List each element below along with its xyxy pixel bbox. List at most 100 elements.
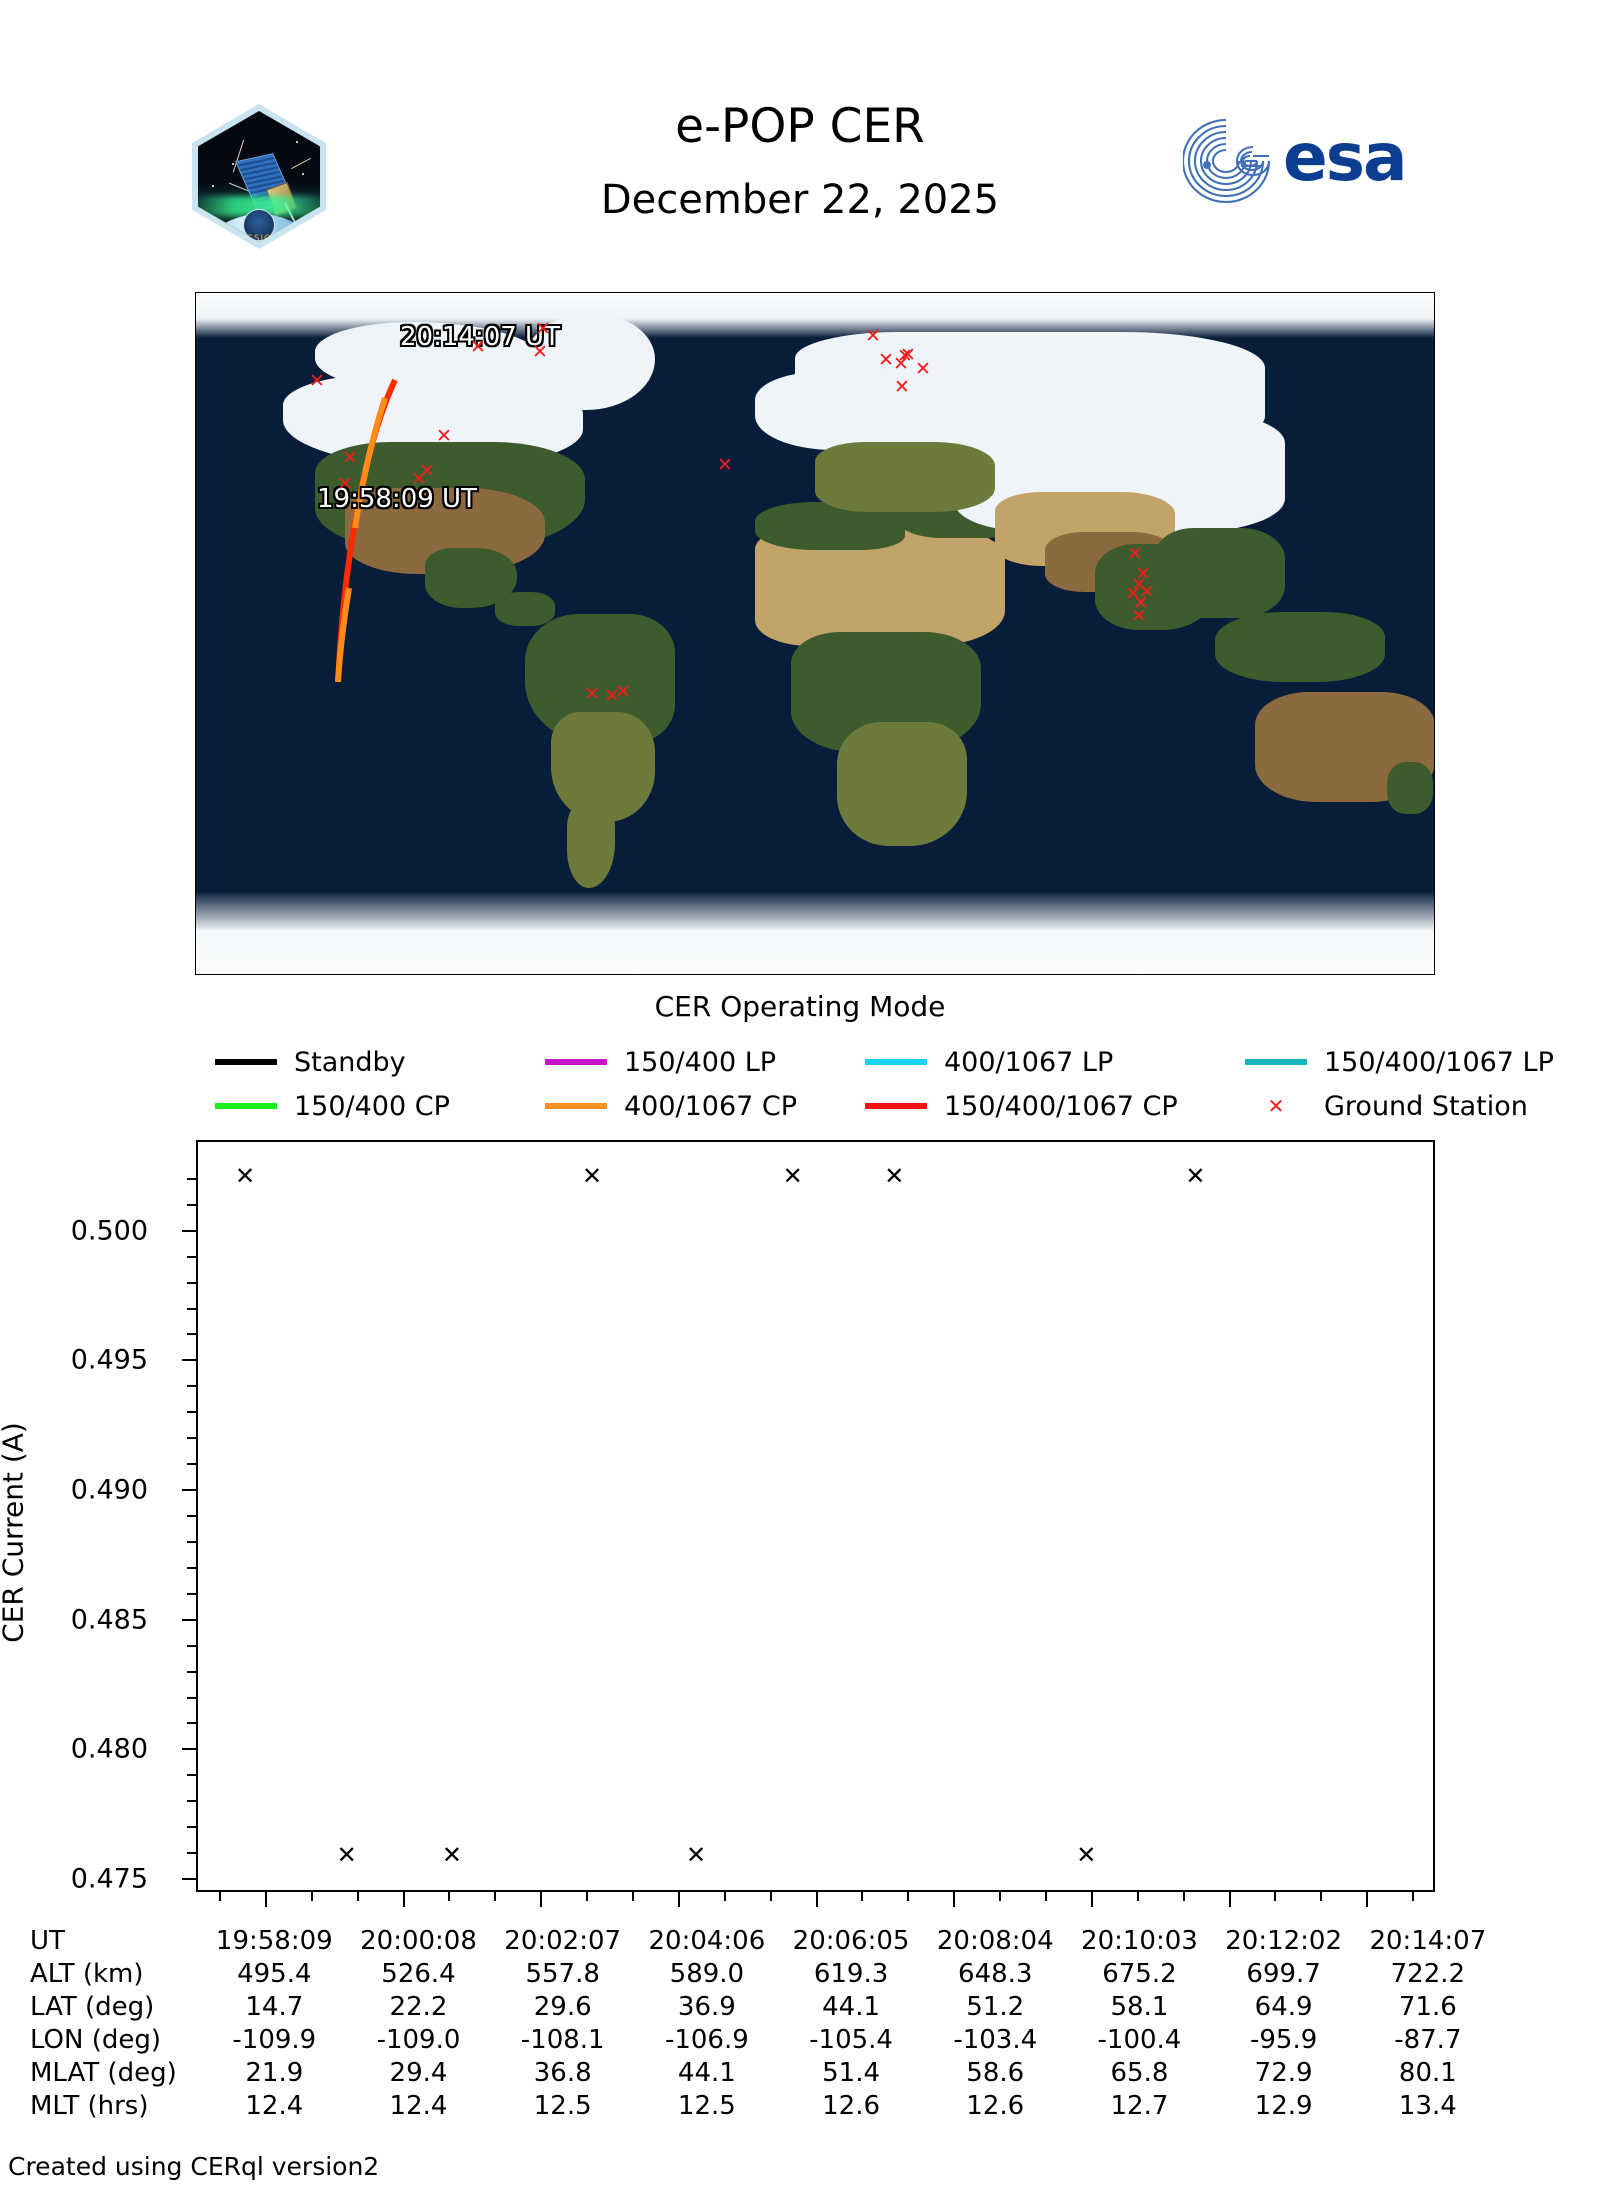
ground-station-marker: ✕: [1131, 574, 1147, 596]
legend-label: Standby: [294, 1046, 406, 1078]
antarctic-ice: [195, 891, 1435, 975]
table-row: LAT (deg) 14.7 22.2 29.6 36.9 44.1 51.2 58.1 64.…: [30, 1991, 1500, 2024]
legend-item[interactable]: 150/400/1067 LP: [1245, 1047, 1554, 1078]
track-end-time-label: 20:14:07 UT: [400, 322, 560, 352]
table-cell: 44.1: [822, 1992, 880, 2022]
page-date-subtitle: December 22, 2025: [600, 177, 1000, 223]
legend-color-swatch: [215, 1059, 277, 1065]
y-axis-minor-tick: [187, 1696, 196, 1699]
ground-station-marker: ✕: [894, 376, 910, 398]
legend-label: 400/1067 CP: [624, 1090, 798, 1122]
land-scandinavia: [755, 372, 935, 450]
table-cell: 648.3: [958, 1959, 1033, 1989]
legend-item[interactable]: 150/400 LP: [545, 1047, 865, 1078]
data-point-marker: ✕: [782, 1161, 803, 1190]
legend-color-swatch: [1245, 1059, 1307, 1065]
y-axis-major-tick: [182, 1229, 196, 1232]
legend-item[interactable]: 150/400/1067 CP: [865, 1091, 1245, 1122]
ground-station-marker: ✕: [342, 447, 358, 469]
table-cell: -100.4: [1097, 2025, 1182, 2055]
table-cell: 20:00:08: [360, 1926, 477, 1956]
table-cell: -108.1: [520, 2025, 605, 2055]
y-axis-minor-tick: [187, 1670, 196, 1673]
y-axis-major-tick: [182, 1359, 196, 1362]
ground-station-marker: ✕: [436, 425, 452, 447]
legend-item[interactable]: ✕ Ground Station: [1245, 1091, 1528, 1122]
page-title: e-POP CER: [675, 99, 925, 154]
table-cell: 722.2: [1390, 1959, 1466, 1989]
y-axis-minor-tick: [187, 1203, 196, 1206]
plot-data-area: ✕ ✕ ✕ ✕ ✕ ✕ ✕ ✕ ✕: [198, 1142, 1433, 1890]
y-axis-minor-tick: [187, 1333, 196, 1336]
table-cell: -95.9: [1249, 2025, 1318, 2055]
table-cell: -105.4: [809, 2025, 893, 2055]
ground-station-marker: ✕: [419, 460, 435, 482]
x-axis-minor-tick: [1274, 1892, 1277, 1901]
x-axis-minor-tick: [218, 1892, 221, 1901]
land-europe: [815, 442, 995, 512]
y-axis-minor-tick: [187, 1826, 196, 1829]
table-row: MLAT (deg) 21.9 29.4 36.8 44.1 51.4 58.6 65.8 72…: [30, 2057, 1500, 2090]
legend-item[interactable]: 150/400 CP: [215, 1091, 545, 1122]
table-cell: 20:10:03: [1081, 1926, 1198, 1956]
y-axis-minor-tick: [187, 1177, 196, 1180]
y-axis-minor-tick: [187, 1437, 196, 1440]
cer-mode-legend: Standby 150/400 LP 400/1067 LP 150/400/1067…: [215, 1040, 1554, 1128]
y-axis-major-tick: [182, 1489, 196, 1492]
data-point-marker: ✕: [1185, 1161, 1206, 1190]
cassiope-mission-patch-logo: CASSIOPE: [192, 104, 326, 249]
table-cell: 29.4: [389, 2058, 448, 2088]
x-axis-minor-tick: [769, 1892, 772, 1901]
table-row-label: MLAT (deg): [30, 2058, 177, 2088]
y-axis-minor-tick: [187, 1722, 196, 1725]
land-patagonia: [567, 804, 615, 888]
patch-caption: CASSIOPE: [232, 234, 286, 242]
ground-station-marker: ✕: [604, 685, 620, 707]
table-cell: 51.4: [822, 2058, 880, 2088]
table-cell: -109.0: [376, 2025, 461, 2055]
x-axis-minor-tick: [494, 1892, 497, 1901]
ground-station-marker: ✕: [532, 341, 548, 363]
table-cell: 12.4: [389, 2091, 448, 2121]
x-axis-minor-tick: [723, 1892, 726, 1901]
ground-station-marker: ✕: [470, 336, 486, 358]
y-axis-minor-tick: [187, 1592, 196, 1595]
x-axis-minor-tick: [907, 1892, 910, 1901]
land-new-zealand: [1387, 762, 1433, 814]
table-cell: 51.2: [966, 1992, 1025, 2022]
legend-item[interactable]: 400/1067 LP: [865, 1047, 1245, 1078]
land-southern-africa: [837, 722, 967, 846]
table-cell: 65.8: [1110, 2058, 1169, 2088]
table-cell: 589.0: [669, 1959, 745, 1989]
y-axis-tick-label: 0.485: [70, 1604, 148, 1636]
ephemeris-table: UT 19:58:09 20:00:08 20:02:07 20:04:06 20:06:…: [30, 1925, 1500, 2123]
ground-station-marker: ✕: [1125, 583, 1141, 605]
table-cell: 14.7: [245, 1992, 304, 2022]
y-axis-tick-label: 0.480: [70, 1733, 148, 1765]
footer-credit: Created using CERql version2: [8, 2152, 380, 2181]
table-cell: 699.7: [1246, 1959, 1321, 1989]
land-south-america-south: [551, 712, 655, 822]
y-axis-minor-tick: [187, 1281, 196, 1284]
x-axis-major-tick: [1228, 1892, 1231, 1907]
table-cell: 20:08:04: [936, 1926, 1054, 1956]
ground-station-marker: ✕: [535, 318, 551, 340]
legend-item[interactable]: 400/1067 CP: [545, 1091, 865, 1122]
table-row-label: LON (deg): [30, 2025, 162, 2055]
data-point-marker: ✕: [581, 1161, 603, 1190]
esa-wordmark: esa: [1283, 119, 1408, 196]
table-cell: -109.9: [232, 2025, 317, 2055]
legend-item[interactable]: Standby: [215, 1047, 545, 1078]
legend-row: Standby 150/400 LP 400/1067 LP 150/400/1067…: [215, 1040, 1554, 1084]
ground-station-marker: ✕: [309, 370, 325, 392]
legend-row: 150/400 CP 400/1067 CP 150/400/1067 CP ✕ Gro…: [215, 1084, 1528, 1128]
table-cell: 20:02:07: [504, 1926, 622, 1956]
table-cell: 64.9: [1254, 1992, 1313, 2022]
table-row: ALT (km) 495.4 526.4 557.8 589.0 619.3 648.3 67…: [30, 1958, 1500, 1991]
table-cell: 20:04:06: [648, 1926, 766, 1956]
ground-station-marker: ✕: [915, 358, 931, 380]
table-cell: -87.7: [1394, 2025, 1462, 2055]
y-axis-major-tick: [182, 1878, 196, 1881]
legend-label: Ground Station: [1324, 1090, 1528, 1122]
ground-station-marker: ✕: [900, 344, 916, 366]
